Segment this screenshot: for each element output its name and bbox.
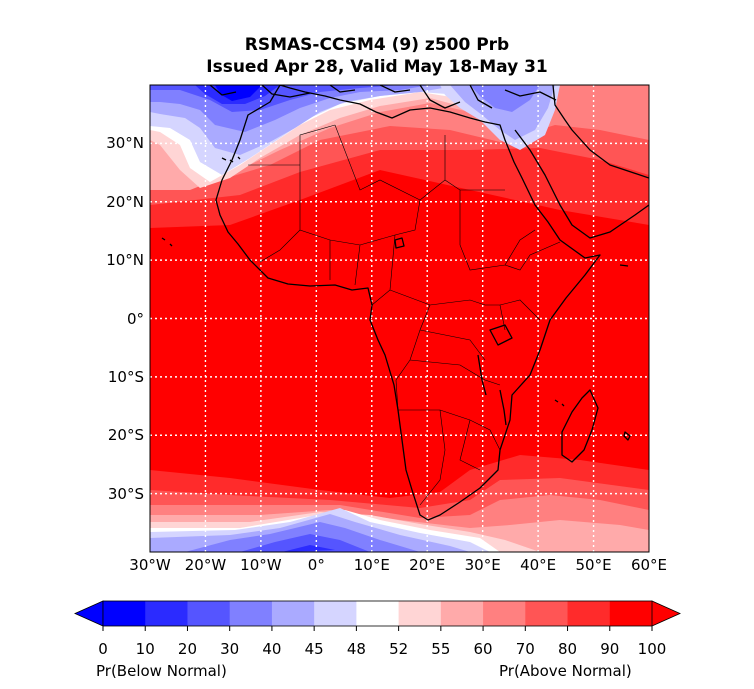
- lon-tick-label: 50°E: [575, 556, 612, 574]
- canary-islands: [221, 156, 241, 163]
- colorbar-frame: [102, 600, 653, 627]
- colorbar-tick-label: 60: [473, 640, 493, 658]
- colorbar-swatch: [525, 601, 569, 626]
- lake-tanganyika: [477, 354, 487, 396]
- chart-title: RSMAS-CCSM4 (9) z500 Prb: [244, 35, 510, 55]
- colorbar-tick-label: 30: [220, 640, 240, 658]
- lat-tick-label: 0°: [126, 309, 144, 328]
- chart-subtitle: Issued Apr 28, Valid May 18-May 31: [206, 57, 548, 77]
- probability-field: [150, 85, 649, 552]
- lon-tick-label: 20°E: [409, 556, 446, 574]
- map-frame: [149, 84, 650, 553]
- field-ne-30: [470, 85, 540, 112]
- lon-tick-label: 30°E: [464, 556, 501, 574]
- colorbar-swatch: [229, 601, 273, 626]
- comoros: [554, 399, 565, 407]
- europe-coastline: [209, 85, 557, 109]
- lon-tick-label: 40°E: [520, 556, 557, 574]
- colorbar-tick-label: 70: [515, 640, 535, 658]
- colorbar-swatch: [356, 601, 400, 626]
- graticule: [150, 85, 649, 552]
- lat-tick-label: 10°N: [106, 251, 144, 270]
- coastlines: [161, 85, 649, 521]
- colorbar-tick-label: 10: [135, 640, 155, 658]
- lat-tick-label: 20°S: [107, 426, 144, 445]
- colorbar-swatch: [145, 601, 188, 626]
- colorbar-tick-label: 80: [557, 640, 578, 658]
- colorbar-extend-high: [651, 600, 681, 627]
- africa-coastline: [215, 85, 601, 521]
- colorbar-tick-label: 48: [346, 640, 366, 658]
- lat-tick-label: 10°S: [107, 367, 144, 386]
- colorbar-swatch: [567, 601, 611, 626]
- lon-tick-label: 10°W: [240, 556, 282, 574]
- sri-lanka-coastline: [623, 431, 631, 441]
- lat-tick-label: 30°S: [107, 484, 144, 503]
- country-borders: [248, 124, 561, 506]
- field-south-20: [240, 534, 370, 552]
- colorbar-swatch: [483, 601, 526, 626]
- colorbar-swatch: [103, 601, 146, 626]
- colorbar-swatch: [314, 601, 357, 626]
- colorbar-left-caption: Pr(Below Normal): [96, 662, 227, 680]
- cape-verde: [161, 237, 173, 247]
- colorbar-swatch: [271, 601, 315, 626]
- colorbar: [74, 600, 681, 631]
- lake-chad: [394, 237, 405, 249]
- lake-malawi: [499, 389, 507, 426]
- colorbar-tick-label: 45: [304, 640, 324, 658]
- lon-tick-label: 30°W: [129, 556, 171, 574]
- field-north-0: [215, 85, 262, 101]
- lon-tick-label: 0°: [307, 556, 325, 574]
- colorbar-extend-low: [74, 600, 104, 627]
- madagascar-coastline: [561, 389, 599, 463]
- colorbar-tick-label: 90: [600, 640, 620, 658]
- colorbar-tick-label: 100: [637, 640, 667, 658]
- colorbar-tick-label: 55: [431, 640, 451, 658]
- colorbar-swatch: [609, 601, 653, 626]
- lat-tick-label: 30°N: [106, 134, 144, 153]
- colorbar-tick-label: 20: [177, 640, 197, 658]
- colorbar-tick-label: 0: [98, 640, 108, 658]
- colorbar-swatch: [440, 601, 484, 626]
- colorbar-swatch: [398, 601, 442, 626]
- colorbar-tick-label: 52: [389, 640, 409, 658]
- colorbar-tick-label: 40: [262, 640, 282, 658]
- arabia-coastline: [514, 85, 649, 239]
- lon-tick-label: 10°E: [353, 556, 390, 574]
- colorbar-right-caption: Pr(Above Normal): [499, 662, 632, 680]
- lake-victoria: [489, 324, 513, 346]
- colorbar-swatch: [187, 601, 231, 626]
- lat-tick-label: 20°N: [106, 192, 144, 211]
- socotra: [619, 264, 629, 267]
- lon-tick-label: 20°W: [184, 556, 227, 574]
- lon-tick-label: 60°E: [630, 556, 668, 574]
- field-south-10: [282, 545, 335, 552]
